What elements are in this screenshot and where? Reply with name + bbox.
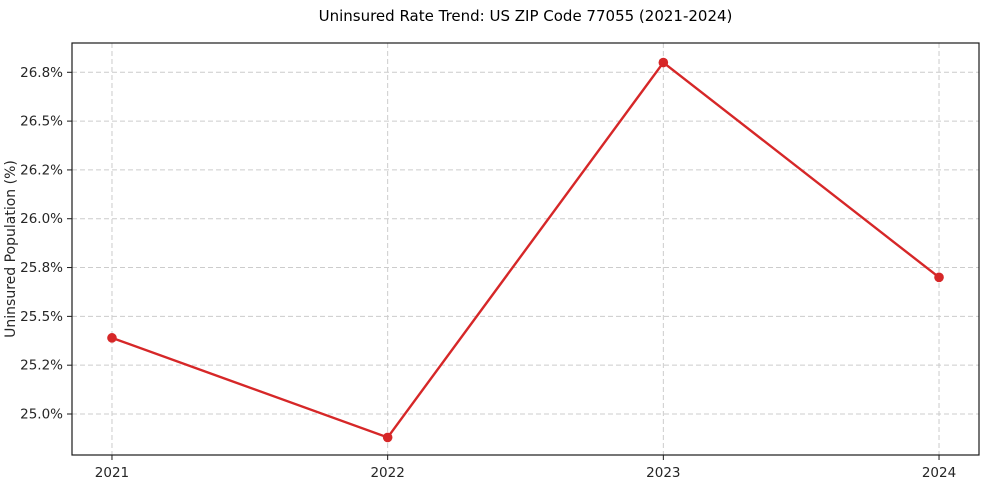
chart-title: Uninsured Rate Trend: US ZIP Code 77055 … bbox=[319, 7, 733, 25]
trend-line bbox=[110, 61, 941, 439]
data-point-2023 bbox=[658, 57, 669, 68]
data-point-2024 bbox=[934, 272, 944, 283]
y-tick-label: 25.2% bbox=[20, 358, 63, 374]
y-tick-label: 26.2% bbox=[20, 162, 63, 178]
y-tick-label: 25.5% bbox=[20, 309, 63, 325]
y-axis-label: Uninsured Population (%) bbox=[3, 160, 19, 338]
y-tick-label: 26.0% bbox=[20, 211, 63, 227]
x-tick-label: 2022 bbox=[370, 465, 404, 481]
plot-frame bbox=[71, 42, 980, 456]
y-tick-label: 25.8% bbox=[20, 260, 63, 276]
x-tick-label: 2023 bbox=[646, 465, 680, 481]
data-point-2022 bbox=[382, 432, 393, 443]
y-tick-label: 26.8% bbox=[20, 65, 63, 81]
y-tick-label: 26.5% bbox=[20, 114, 63, 130]
x-tick-label: 2021 bbox=[95, 465, 129, 481]
x-tick-label: 2024 bbox=[922, 465, 956, 481]
y-tick-label: 25.0% bbox=[20, 406, 63, 422]
data-point-2021 bbox=[107, 333, 117, 343]
